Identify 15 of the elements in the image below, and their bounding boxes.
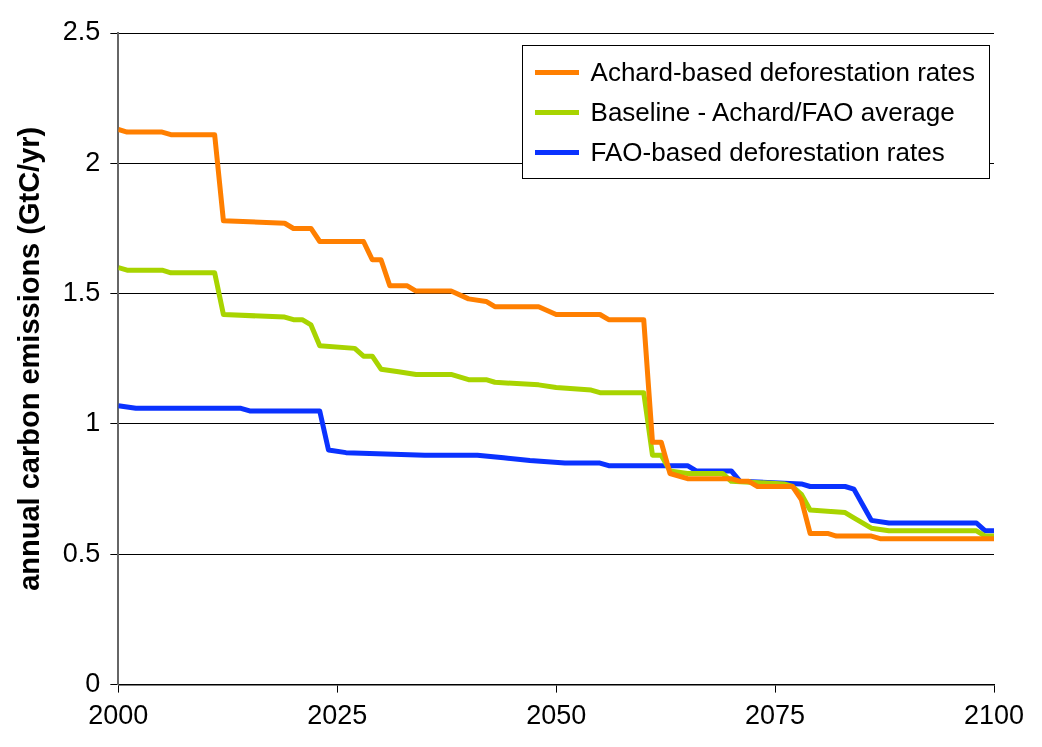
x-tick-label: 2025	[307, 700, 368, 731]
y-tick-label: 1	[85, 407, 101, 438]
x-tick-label: 2050	[526, 700, 587, 731]
y-tick-label: 0	[85, 668, 101, 699]
y-tick-label: 2	[85, 146, 101, 177]
y-tick-label: 2.5	[62, 16, 101, 47]
x-tick-label: 2100	[963, 700, 1025, 731]
y-tick-label: 1.5	[62, 277, 101, 308]
x-tick-label: 2000	[88, 700, 149, 731]
y-tick-label: 0.5	[62, 537, 101, 568]
y-axis-title: annual carbon emissions (GtC/yr)	[13, 126, 46, 591]
legend-label: Baseline - Achard/FAO average	[590, 96, 955, 129]
x-tick-label: 2075	[745, 700, 806, 731]
legend-label: Achard-based deforestation rates	[590, 56, 975, 89]
legend-label: FAO-based deforestation rates	[590, 136, 945, 169]
